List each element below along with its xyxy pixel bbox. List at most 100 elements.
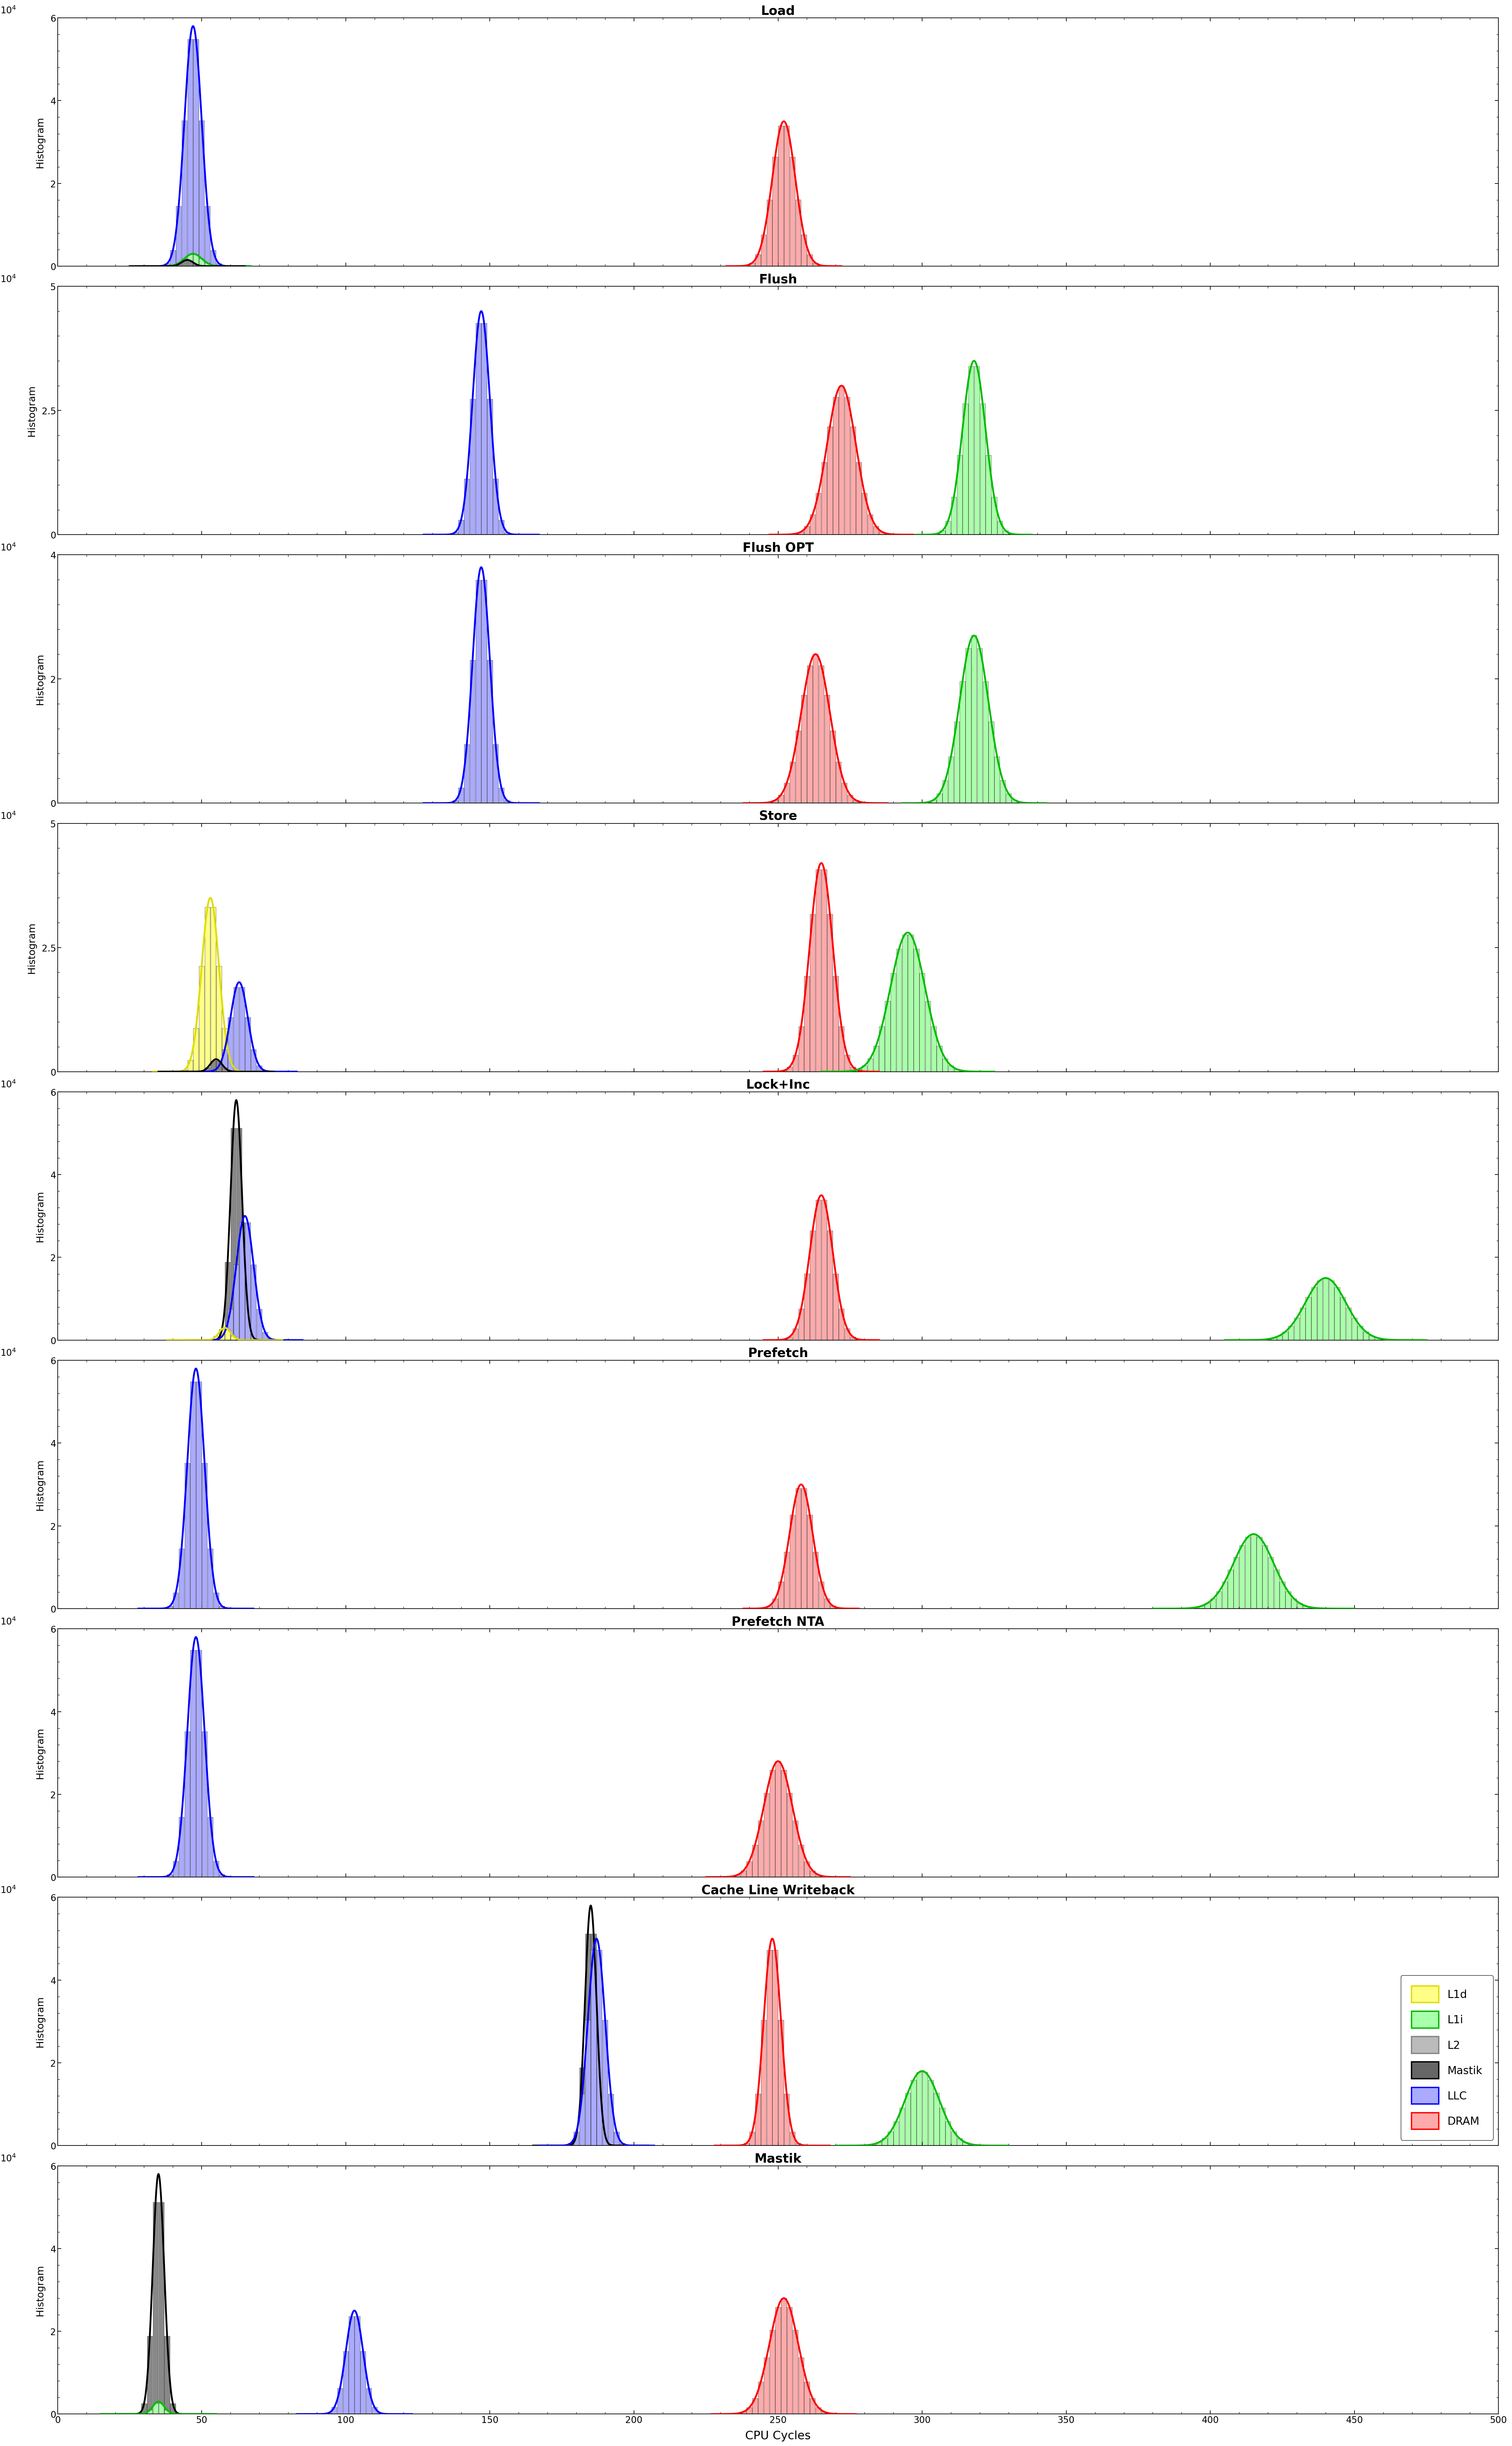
Bar [830, 1607, 836, 1609]
Bar [1222, 1583, 1228, 1609]
Bar [1216, 1592, 1222, 1609]
Text: $\times10^4$: $\times10^4$ [0, 1617, 17, 1627]
Bar [204, 205, 210, 267]
Bar [458, 788, 464, 802]
Bar [181, 259, 187, 267]
Bar [900, 2108, 904, 2145]
Bar [355, 2316, 360, 2414]
Bar [1306, 1296, 1311, 1340]
Text: $\times10^4$: $\times10^4$ [0, 2152, 17, 2162]
Bar [234, 1265, 239, 1340]
Bar [845, 1054, 850, 1071]
Bar [1300, 1309, 1305, 1340]
Bar [839, 1309, 844, 1340]
Bar [764, 1793, 770, 1876]
Bar [951, 497, 957, 536]
Text: $\times10^4$: $\times10^4$ [0, 1348, 17, 1358]
Bar [786, 1066, 792, 1071]
Bar [153, 2402, 159, 2414]
Bar [931, 800, 936, 802]
Title: Store: Store [759, 810, 797, 822]
Bar [1303, 1607, 1308, 1609]
Bar [798, 1844, 804, 1876]
Bar [810, 915, 815, 1071]
Bar [807, 254, 812, 267]
Bar [175, 205, 181, 267]
Bar [753, 2400, 758, 2414]
Bar [798, 1309, 804, 1340]
Bar [928, 2079, 933, 2145]
Bar [573, 2133, 579, 2145]
Bar [168, 1607, 172, 1609]
Bar [939, 531, 945, 536]
Bar [942, 1059, 948, 1071]
Bar [181, 262, 187, 267]
Bar [248, 1331, 254, 1340]
Bar [200, 259, 204, 267]
Bar [181, 120, 187, 267]
Bar [1263, 1546, 1267, 1609]
Bar [591, 1935, 596, 2145]
Bar [767, 1949, 773, 2145]
Bar [476, 580, 481, 802]
Y-axis label: Histogram: Histogram [35, 117, 45, 169]
Bar [925, 1000, 930, 1071]
Bar [1001, 780, 1005, 802]
Bar [792, 1054, 798, 1071]
Title: Prefetch NTA: Prefetch NTA [732, 1614, 824, 1629]
Bar [585, 1935, 591, 2145]
Bar [818, 1583, 824, 1609]
Legend: L1d, L1i, L2, Mastik, LLC, DRAM: L1d, L1i, L2, Mastik, LLC, DRAM [1400, 1976, 1494, 2140]
Bar [257, 1309, 262, 1340]
Bar [1234, 1558, 1238, 1609]
Bar [1340, 1296, 1346, 1340]
Bar [203, 1463, 207, 1609]
Bar [770, 2331, 776, 2414]
Y-axis label: Histogram: Histogram [35, 1458, 45, 1509]
Bar [204, 907, 210, 1071]
Bar [147, 2336, 153, 2414]
Bar [1329, 1282, 1334, 1340]
Bar [957, 455, 962, 536]
Bar [470, 399, 475, 536]
Bar [231, 1336, 236, 1340]
Bar [239, 988, 245, 1071]
Bar [922, 2072, 928, 2145]
Bar [165, 264, 169, 267]
Bar [1012, 800, 1018, 802]
Bar [499, 521, 503, 536]
Bar [810, 1230, 815, 1340]
Title: Flush OPT: Flush OPT [742, 541, 813, 555]
Bar [493, 744, 499, 802]
Bar [839, 386, 844, 536]
Bar [505, 533, 510, 536]
Bar [219, 1331, 224, 1340]
Bar [782, 1771, 786, 1876]
Bar [878, 1027, 885, 1071]
Bar [983, 682, 989, 802]
Title: Flush: Flush [759, 274, 797, 286]
Bar [980, 404, 986, 536]
Bar [1291, 1600, 1297, 1609]
Bar [942, 780, 948, 802]
Bar [885, 1000, 891, 1071]
Bar [963, 2143, 968, 2145]
Bar [862, 494, 868, 536]
Bar [847, 795, 853, 802]
Bar [792, 1328, 798, 1340]
Bar [891, 974, 897, 1071]
Bar [792, 1820, 798, 1876]
Bar [741, 1871, 745, 1876]
Bar [906, 2094, 910, 2145]
Bar [337, 2387, 343, 2414]
Bar [801, 695, 806, 802]
Bar [366, 2387, 372, 2414]
Bar [747, 1861, 751, 1876]
Title: Mastik: Mastik [754, 2152, 801, 2165]
Bar [207, 1817, 213, 1876]
Text: $\times10^4$: $\times10^4$ [0, 1079, 17, 1088]
Bar [343, 2351, 348, 2414]
Bar [824, 1600, 830, 1609]
Bar [225, 1262, 230, 1340]
Bar [945, 2121, 951, 2145]
